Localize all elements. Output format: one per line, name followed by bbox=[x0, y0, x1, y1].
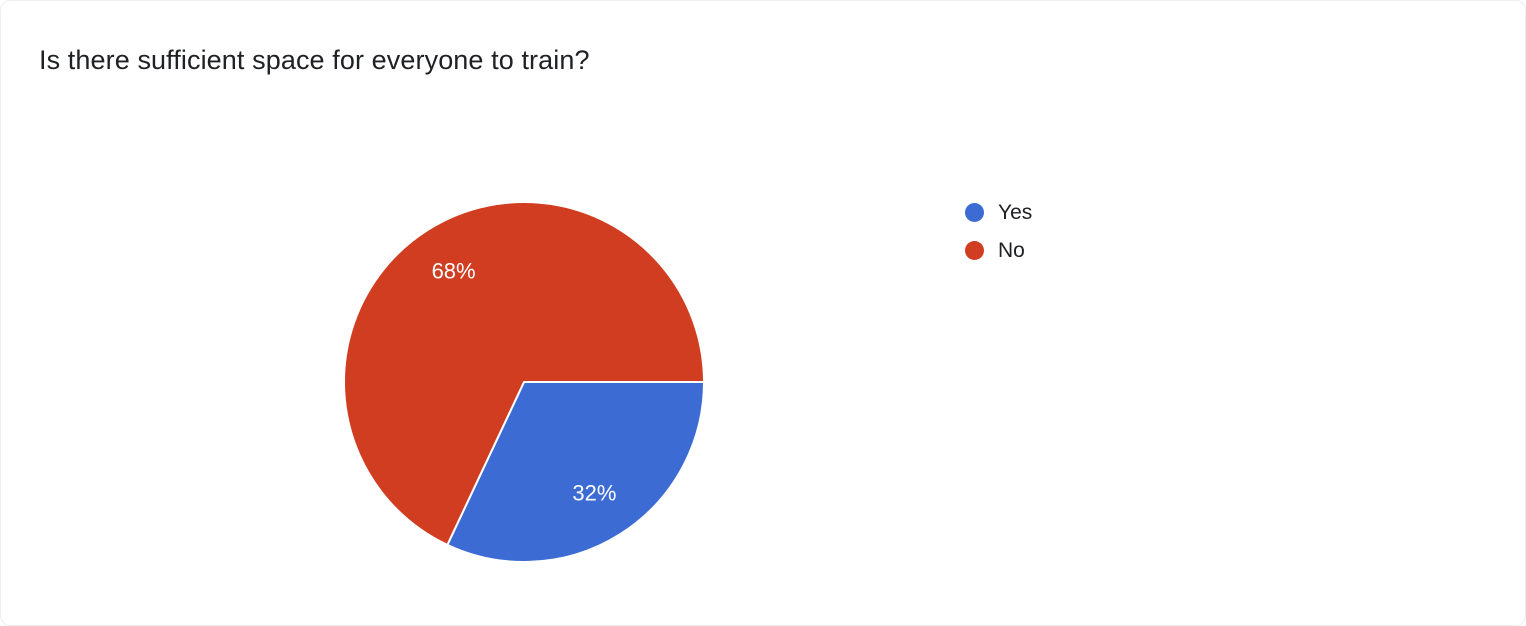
pie-slice-label-no: 68% bbox=[432, 259, 476, 284]
legend-dot-yes bbox=[965, 203, 984, 222]
pie-slice-yes[interactable] bbox=[446, 381, 705, 563]
legend-item-yes: Yes bbox=[965, 200, 1032, 225]
pie-slice-label-yes: 32% bbox=[572, 480, 616, 505]
pie-slice-no[interactable] bbox=[343, 201, 705, 546]
pie-chart: 32% 68% bbox=[343, 201, 705, 563]
legend-label-yes: Yes bbox=[998, 200, 1033, 224]
legend-label-no: No bbox=[998, 238, 1025, 262]
legend-item-no: No bbox=[965, 238, 1032, 263]
legend: Yes No bbox=[965, 200, 1032, 276]
chart-title: Is there sufficient space for everyone t… bbox=[39, 45, 590, 75]
legend-dot-no bbox=[965, 241, 984, 260]
